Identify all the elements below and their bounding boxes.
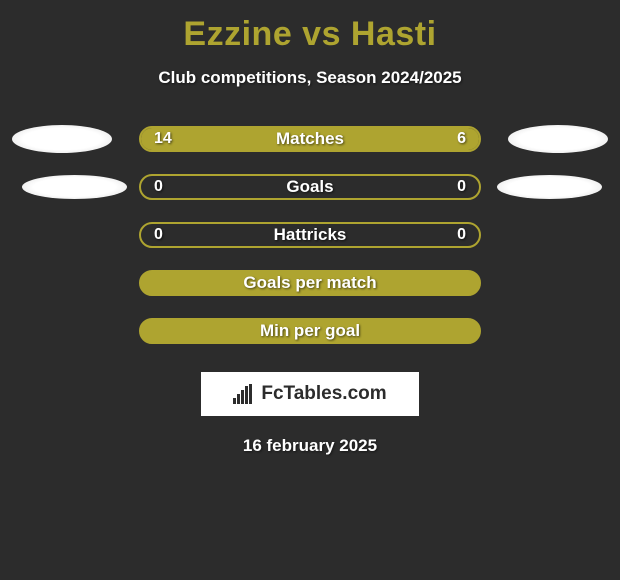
stat-bar: 14 Matches 6 bbox=[139, 126, 481, 152]
team-logo-left bbox=[12, 125, 112, 153]
stat-value-left: 14 bbox=[154, 130, 172, 148]
main-container: Ezzine vs Hasti Club competitions, Seaso… bbox=[0, 0, 620, 456]
stat-label: Min per goal bbox=[260, 321, 360, 341]
branding-banner[interactable]: FcTables.com bbox=[201, 372, 419, 416]
stat-label: Goals bbox=[286, 177, 333, 197]
stat-value-left: 0 bbox=[154, 226, 163, 244]
team-logo-right bbox=[508, 125, 608, 153]
stat-row: Goals per match bbox=[10, 270, 610, 296]
stat-value-left: 0 bbox=[154, 178, 163, 196]
page-title: Ezzine vs Hasti bbox=[183, 15, 436, 54]
stats-area: 14 Matches 6 0 Goals 0 0 Hattricks 0 Goals per ma… bbox=[10, 126, 610, 366]
stat-row: 0 Hattricks 0 bbox=[10, 222, 610, 248]
stat-value-right: 0 bbox=[457, 178, 466, 196]
stat-value-right: 6 bbox=[457, 130, 466, 148]
stat-bar: 0 Goals 0 bbox=[139, 174, 481, 200]
brand-text: FcTables.com bbox=[261, 383, 386, 405]
stat-label: Goals per match bbox=[243, 273, 376, 293]
brand-chart-icon bbox=[233, 384, 257, 404]
team-logo-left bbox=[22, 175, 127, 199]
page-subtitle: Club competitions, Season 2024/2025 bbox=[158, 68, 461, 88]
stat-bar: Goals per match bbox=[139, 270, 481, 296]
date-text: 16 february 2025 bbox=[243, 436, 377, 456]
stat-label: Matches bbox=[276, 129, 344, 149]
stat-row: 0 Goals 0 bbox=[10, 174, 610, 200]
stat-bar: Min per goal bbox=[139, 318, 481, 344]
stat-row: 14 Matches 6 bbox=[10, 126, 610, 152]
stat-value-right: 0 bbox=[457, 226, 466, 244]
stat-label: Hattricks bbox=[274, 225, 347, 245]
stat-row: Min per goal bbox=[10, 318, 610, 344]
team-logo-right bbox=[497, 175, 602, 199]
stat-bar: 0 Hattricks 0 bbox=[139, 222, 481, 248]
